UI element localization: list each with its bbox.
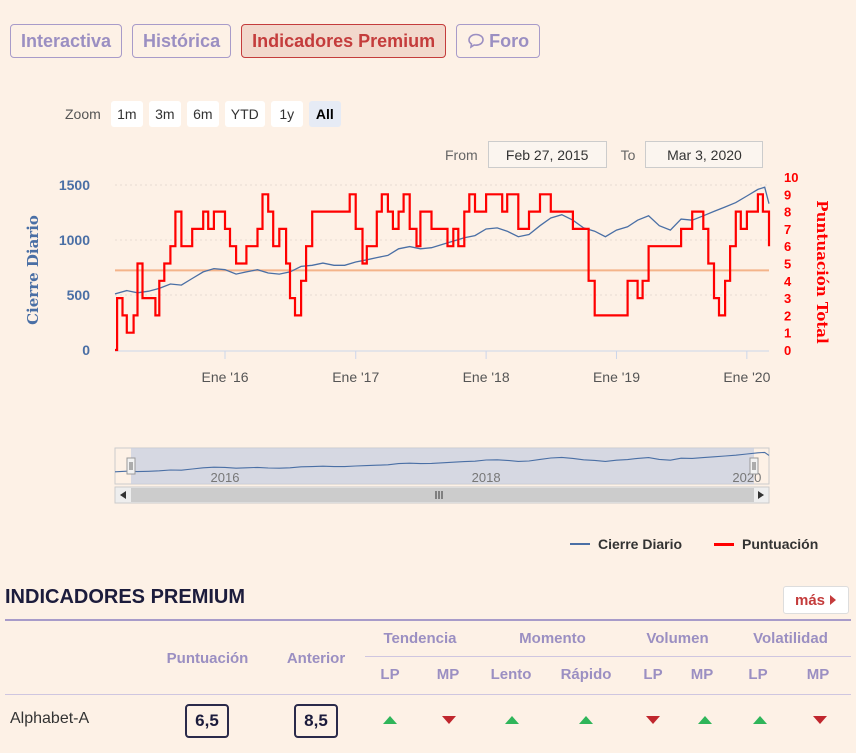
to-label: To: [620, 146, 636, 163]
from-date-input[interactable]: Feb 27, 2015: [487, 141, 607, 168]
from-label: From: [445, 146, 478, 163]
y-left-tick-label: 1000: [59, 232, 90, 248]
navigator-handle[interactable]: [126, 457, 136, 475]
y-right-tick-label: 9: [784, 187, 791, 202]
navigator-year-label: 2018: [472, 470, 501, 485]
subheader-momento-rapido: Rápido: [560, 666, 612, 683]
caret-right-icon: [830, 595, 837, 605]
tab-bar: Interactiva Histórica Indicadores Premiu…: [10, 24, 541, 58]
subheader-momento-lento: Lento: [490, 666, 532, 683]
more-label: más: [794, 591, 826, 609]
chart-legend: Cierre Diario Puntuación: [570, 536, 818, 552]
y-right-tick-label: 1: [784, 326, 791, 341]
zoom-ytd-button[interactable]: YTD: [224, 101, 265, 127]
y-right-axis-title: Puntuación Total: [813, 200, 831, 344]
y-right-tick-label: 10: [784, 170, 798, 185]
arrow-down-icon: [646, 716, 660, 724]
row-divider: [5, 694, 851, 695]
tab-foro[interactable]: Foro: [456, 24, 541, 58]
y-right-tick-label: 5: [784, 257, 791, 272]
legend-swatch-score: [714, 542, 735, 546]
scroll-left-arrow-icon[interactable]: [120, 491, 126, 499]
x-tick-label: Ene '17: [332, 369, 379, 385]
header-momento: Momento: [519, 630, 586, 647]
subheader-tendencia-lp: LP: [380, 666, 400, 683]
header-score: Puntuación: [166, 650, 249, 667]
zoom-selector: Zoom 1m 3m 6m YTD 1y All: [65, 101, 341, 127]
subheader-volatilidad-lp: LP: [748, 666, 768, 683]
header-divider: [365, 656, 851, 657]
legend-item-close[interactable]: Cierre Diario: [598, 536, 683, 552]
tab-interactiva[interactable]: Interactiva: [10, 24, 123, 58]
y-right-tick-label: 8: [784, 205, 791, 220]
x-tick-label: Ene '18: [463, 369, 510, 385]
section-title: INDICADORES PREMIUM: [5, 586, 246, 608]
subheader-tendencia-mp: MP: [436, 666, 460, 683]
tab-label: Foro: [489, 30, 530, 51]
header-previous: Anterior: [286, 650, 346, 667]
tab-label: Indicadores Premium: [252, 30, 436, 51]
arrow-up-icon: [753, 716, 767, 724]
y-right-tick-label: 3: [784, 291, 791, 306]
header-volatilidad: Volatilidad: [753, 630, 828, 647]
speech-bubble-icon: [467, 33, 485, 49]
y-right-tick-label: 2: [784, 308, 791, 323]
arrow-down-icon: [442, 716, 456, 724]
y-right-tick-label: 4: [784, 274, 792, 289]
date-range: From Feb 27, 2015 To Mar 3, 2020: [445, 141, 764, 168]
range-navigator[interactable]: 2016 2018 2020: [0, 440, 856, 510]
more-button[interactable]: más: [783, 586, 849, 614]
legend-swatch-close: [570, 543, 590, 545]
tab-indicadores-premium[interactable]: Indicadores Premium: [241, 24, 447, 58]
navigator-year-label: 2016: [211, 470, 240, 485]
scroll-right-arrow-icon[interactable]: [758, 491, 764, 499]
subheader-volumen-mp: MP: [690, 666, 714, 683]
to-date-input[interactable]: Mar 3, 2020: [645, 141, 764, 168]
y-right-tick-label: 7: [784, 222, 791, 237]
navigator-selection: [131, 448, 754, 484]
arrow-up-icon: [698, 716, 712, 724]
y-left-tick-label: 0: [82, 342, 90, 358]
subheader-volumen-lp: LP: [643, 666, 663, 683]
zoom-1m-button[interactable]: 1m: [110, 101, 143, 127]
tab-label: Histórica: [143, 30, 221, 51]
y-right-tick-label: 6: [784, 239, 791, 254]
table-top-border: [5, 619, 851, 621]
x-tick-label: Ene '20: [723, 369, 770, 385]
x-tick-label: Ene '19: [593, 369, 640, 385]
zoom-all-button[interactable]: All: [308, 101, 341, 127]
header-volumen: Volumen: [646, 630, 709, 647]
previous-score-badge: 8,5: [294, 704, 338, 738]
navigator-handle[interactable]: [749, 457, 759, 475]
row-asset-name[interactable]: Alphabet-A: [10, 710, 90, 727]
y-left-tick-label: 1500: [59, 177, 90, 193]
tab-historica[interactable]: Histórica: [132, 24, 232, 58]
series-line-cierre-diario: [114, 186, 770, 295]
y-right-tick-label: 0: [784, 343, 791, 358]
x-tick-label: Ene '16: [201, 369, 248, 385]
arrow-up-icon: [505, 716, 519, 724]
y-left-tick-label: 500: [67, 287, 91, 303]
series-line-puntuacion: [115, 193, 771, 352]
arrow-up-icon: [383, 716, 397, 724]
subheader-volatilidad-mp: MP: [806, 666, 830, 683]
tab-label: Interactiva: [21, 30, 112, 51]
zoom-3m-button[interactable]: 3m: [148, 101, 181, 127]
header-tendencia: Tendencia: [383, 630, 457, 647]
price-score-chart: Ene '16 Ene '17 Ene '18 Ene '19 Ene '20 0 500 1…: [24, 170, 831, 385]
current-score-badge: 6,5: [185, 704, 229, 738]
zoom-1y-button[interactable]: 1y: [270, 101, 303, 127]
y-left-axis-title: Cierre Diario: [24, 215, 42, 325]
zoom-label: Zoom: [65, 106, 101, 122]
legend-item-score[interactable]: Puntuación: [742, 536, 819, 552]
navigator-series: [114, 451, 770, 473]
arrow-up-icon: [579, 716, 593, 724]
arrow-down-icon: [813, 716, 827, 724]
zoom-6m-button[interactable]: 6m: [186, 101, 219, 127]
